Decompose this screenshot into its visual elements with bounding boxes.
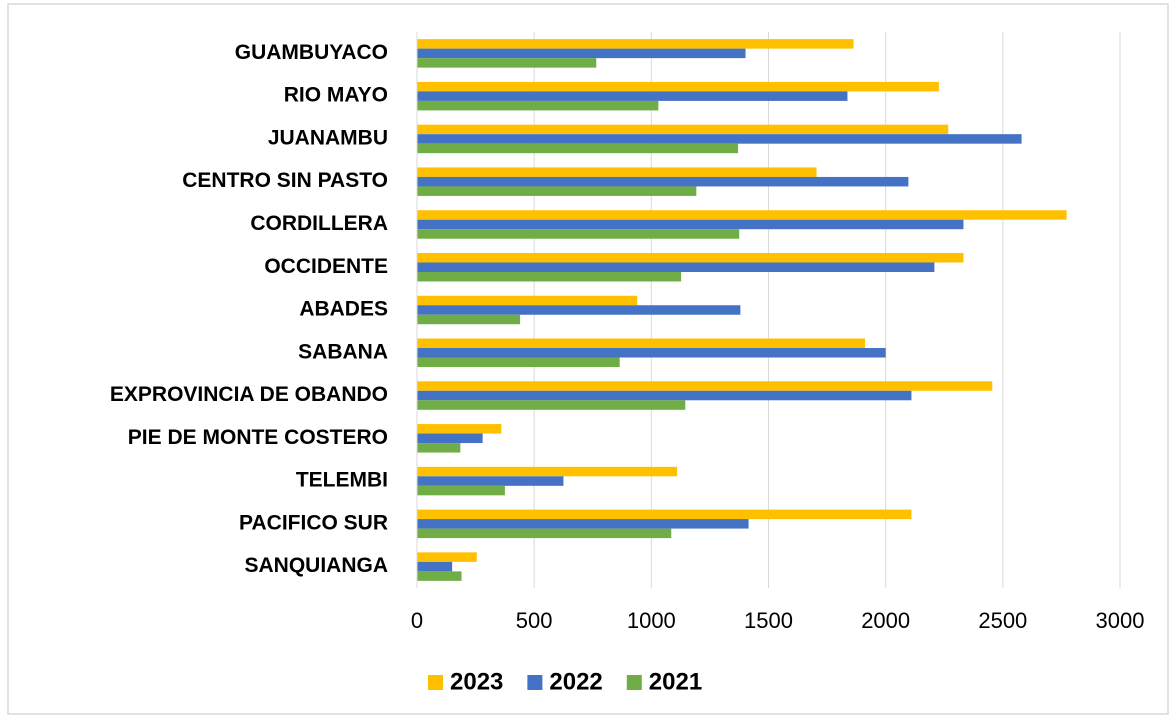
y-tick-label: PIE DE MONTE COSTERO <box>128 426 388 449</box>
x-tick-label: 2000 <box>861 608 910 633</box>
y-tick-label: GUAMBUYACO <box>235 41 388 64</box>
bar <box>417 400 686 410</box>
x-tick-label: 1000 <box>627 608 676 633</box>
bar <box>417 561 453 572</box>
y-tick-label: TELEMBI <box>296 469 388 492</box>
legend-swatch <box>428 675 443 690</box>
bar <box>417 134 1022 144</box>
bar <box>417 176 909 187</box>
bar <box>417 433 483 444</box>
y-tick-label: JUANAMBU <box>268 126 388 149</box>
legend-swatch <box>626 675 642 690</box>
bar <box>417 271 682 282</box>
bar <box>417 466 678 477</box>
bar <box>417 552 477 562</box>
x-tick-label: 3000 <box>1096 608 1145 633</box>
y-tick-label: ABADES <box>299 298 388 321</box>
legend-swatch <box>527 675 543 690</box>
bar <box>417 338 866 349</box>
bar <box>417 509 912 520</box>
y-tick-label: CENTRO SIN PASTO <box>182 169 388 192</box>
bar <box>417 91 848 101</box>
bar <box>417 143 739 154</box>
bar <box>417 186 697 196</box>
y-tick-label: OCCIDENTE <box>264 255 388 278</box>
legend-label: 2022 <box>549 668 602 695</box>
legend-label: 2021 <box>649 668 702 695</box>
bar <box>417 476 564 486</box>
y-tick-label: PACIFICO SUR <box>239 511 388 534</box>
x-tick-label: 500 <box>516 608 553 633</box>
legend-label: 2023 <box>450 668 503 695</box>
y-tick-label: CORDILLERA <box>250 212 388 235</box>
bar <box>417 314 521 325</box>
bar <box>417 381 993 391</box>
bar <box>417 348 886 358</box>
bar <box>417 48 746 59</box>
bar <box>417 305 741 315</box>
x-tick-label: 2500 <box>978 608 1027 633</box>
bar <box>417 124 949 135</box>
bar <box>417 485 505 496</box>
bar <box>417 81 939 92</box>
bar <box>417 210 1067 220</box>
x-tick-label: 0 <box>411 608 423 633</box>
bar <box>417 519 749 529</box>
bar <box>417 390 912 401</box>
x-tick-label: 1500 <box>744 608 793 633</box>
bar <box>417 167 817 177</box>
y-tick-label: EXPROVINCIA DE OBANDO <box>110 383 388 406</box>
bar <box>417 252 964 263</box>
bar <box>417 39 854 49</box>
y-tick-label: RIO MAYO <box>284 84 388 107</box>
bar <box>417 443 461 453</box>
bar <box>417 295 638 306</box>
bar <box>417 357 620 368</box>
bar <box>417 229 740 239</box>
y-tick-label: SABANA <box>298 340 388 363</box>
bar <box>417 528 672 539</box>
bar <box>417 262 935 272</box>
bar <box>417 424 502 434</box>
bar <box>417 58 597 68</box>
bar <box>417 571 462 581</box>
bar <box>417 219 964 230</box>
y-tick-label: SANQUIANGA <box>244 554 388 577</box>
bar <box>417 100 659 111</box>
